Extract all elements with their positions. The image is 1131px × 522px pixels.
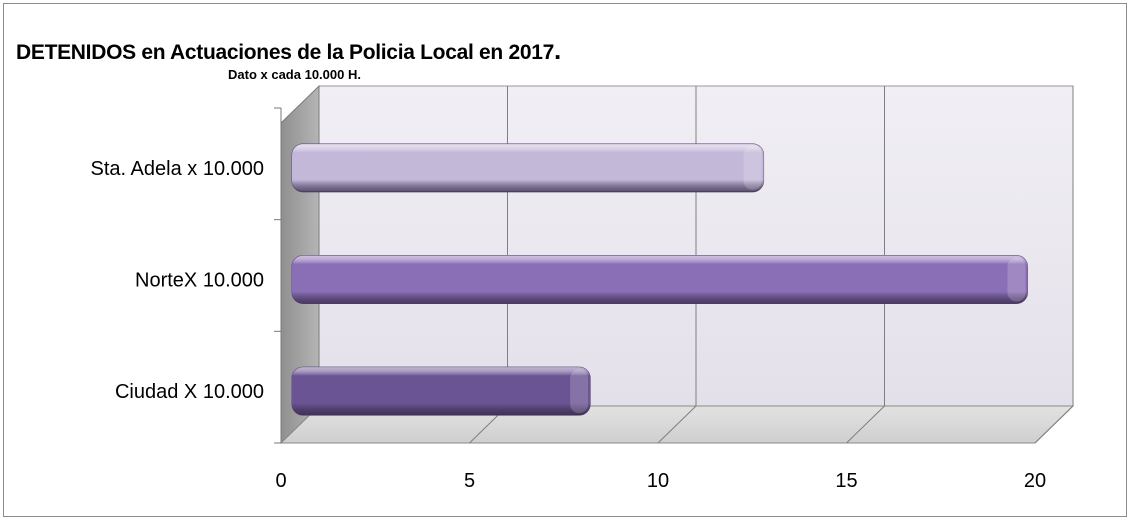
x-tick-label: 20	[1024, 470, 1046, 492]
chart-subtitle: Dato x cada 10.000 H.	[228, 67, 361, 82]
bar-end-cap-2	[1007, 257, 1026, 302]
gridline-floor	[846, 405, 885, 444]
chart-title: DETENIDOS en Actuaciones de la Policia L…	[16, 35, 561, 66]
gridline-floor	[657, 405, 697, 444]
x-tick-label: 15	[835, 470, 857, 492]
bar-shading-3	[292, 143, 764, 192]
x-tick-label: 10	[647, 470, 669, 492]
chart-title-text: DETENIDOS en Actuaciones de la Policia L…	[16, 41, 554, 64]
category-label: Ciudad X 10.000	[115, 381, 264, 403]
category-label: Sta. Adela x 10.000	[91, 158, 264, 180]
bar-shading-2	[292, 255, 1028, 304]
category-label: NorteX 10.000	[135, 270, 264, 292]
x-tick-label: 0	[275, 470, 286, 492]
bar-end-cap-3	[743, 145, 762, 190]
category-labels: Ciudad X 10.000 NorteX 10.000 Sta. Adela x…	[91, 158, 264, 403]
bar-end-cap-1	[570, 369, 589, 414]
bar-shading-1	[292, 367, 591, 416]
chart-title-period: .	[553, 35, 561, 65]
bars	[291, 143, 1028, 416]
x-tick-labels: 0 5 10 15 20	[275, 470, 1046, 492]
x-tick-label: 5	[464, 470, 475, 492]
gridline-floor	[1034, 405, 1074, 444]
